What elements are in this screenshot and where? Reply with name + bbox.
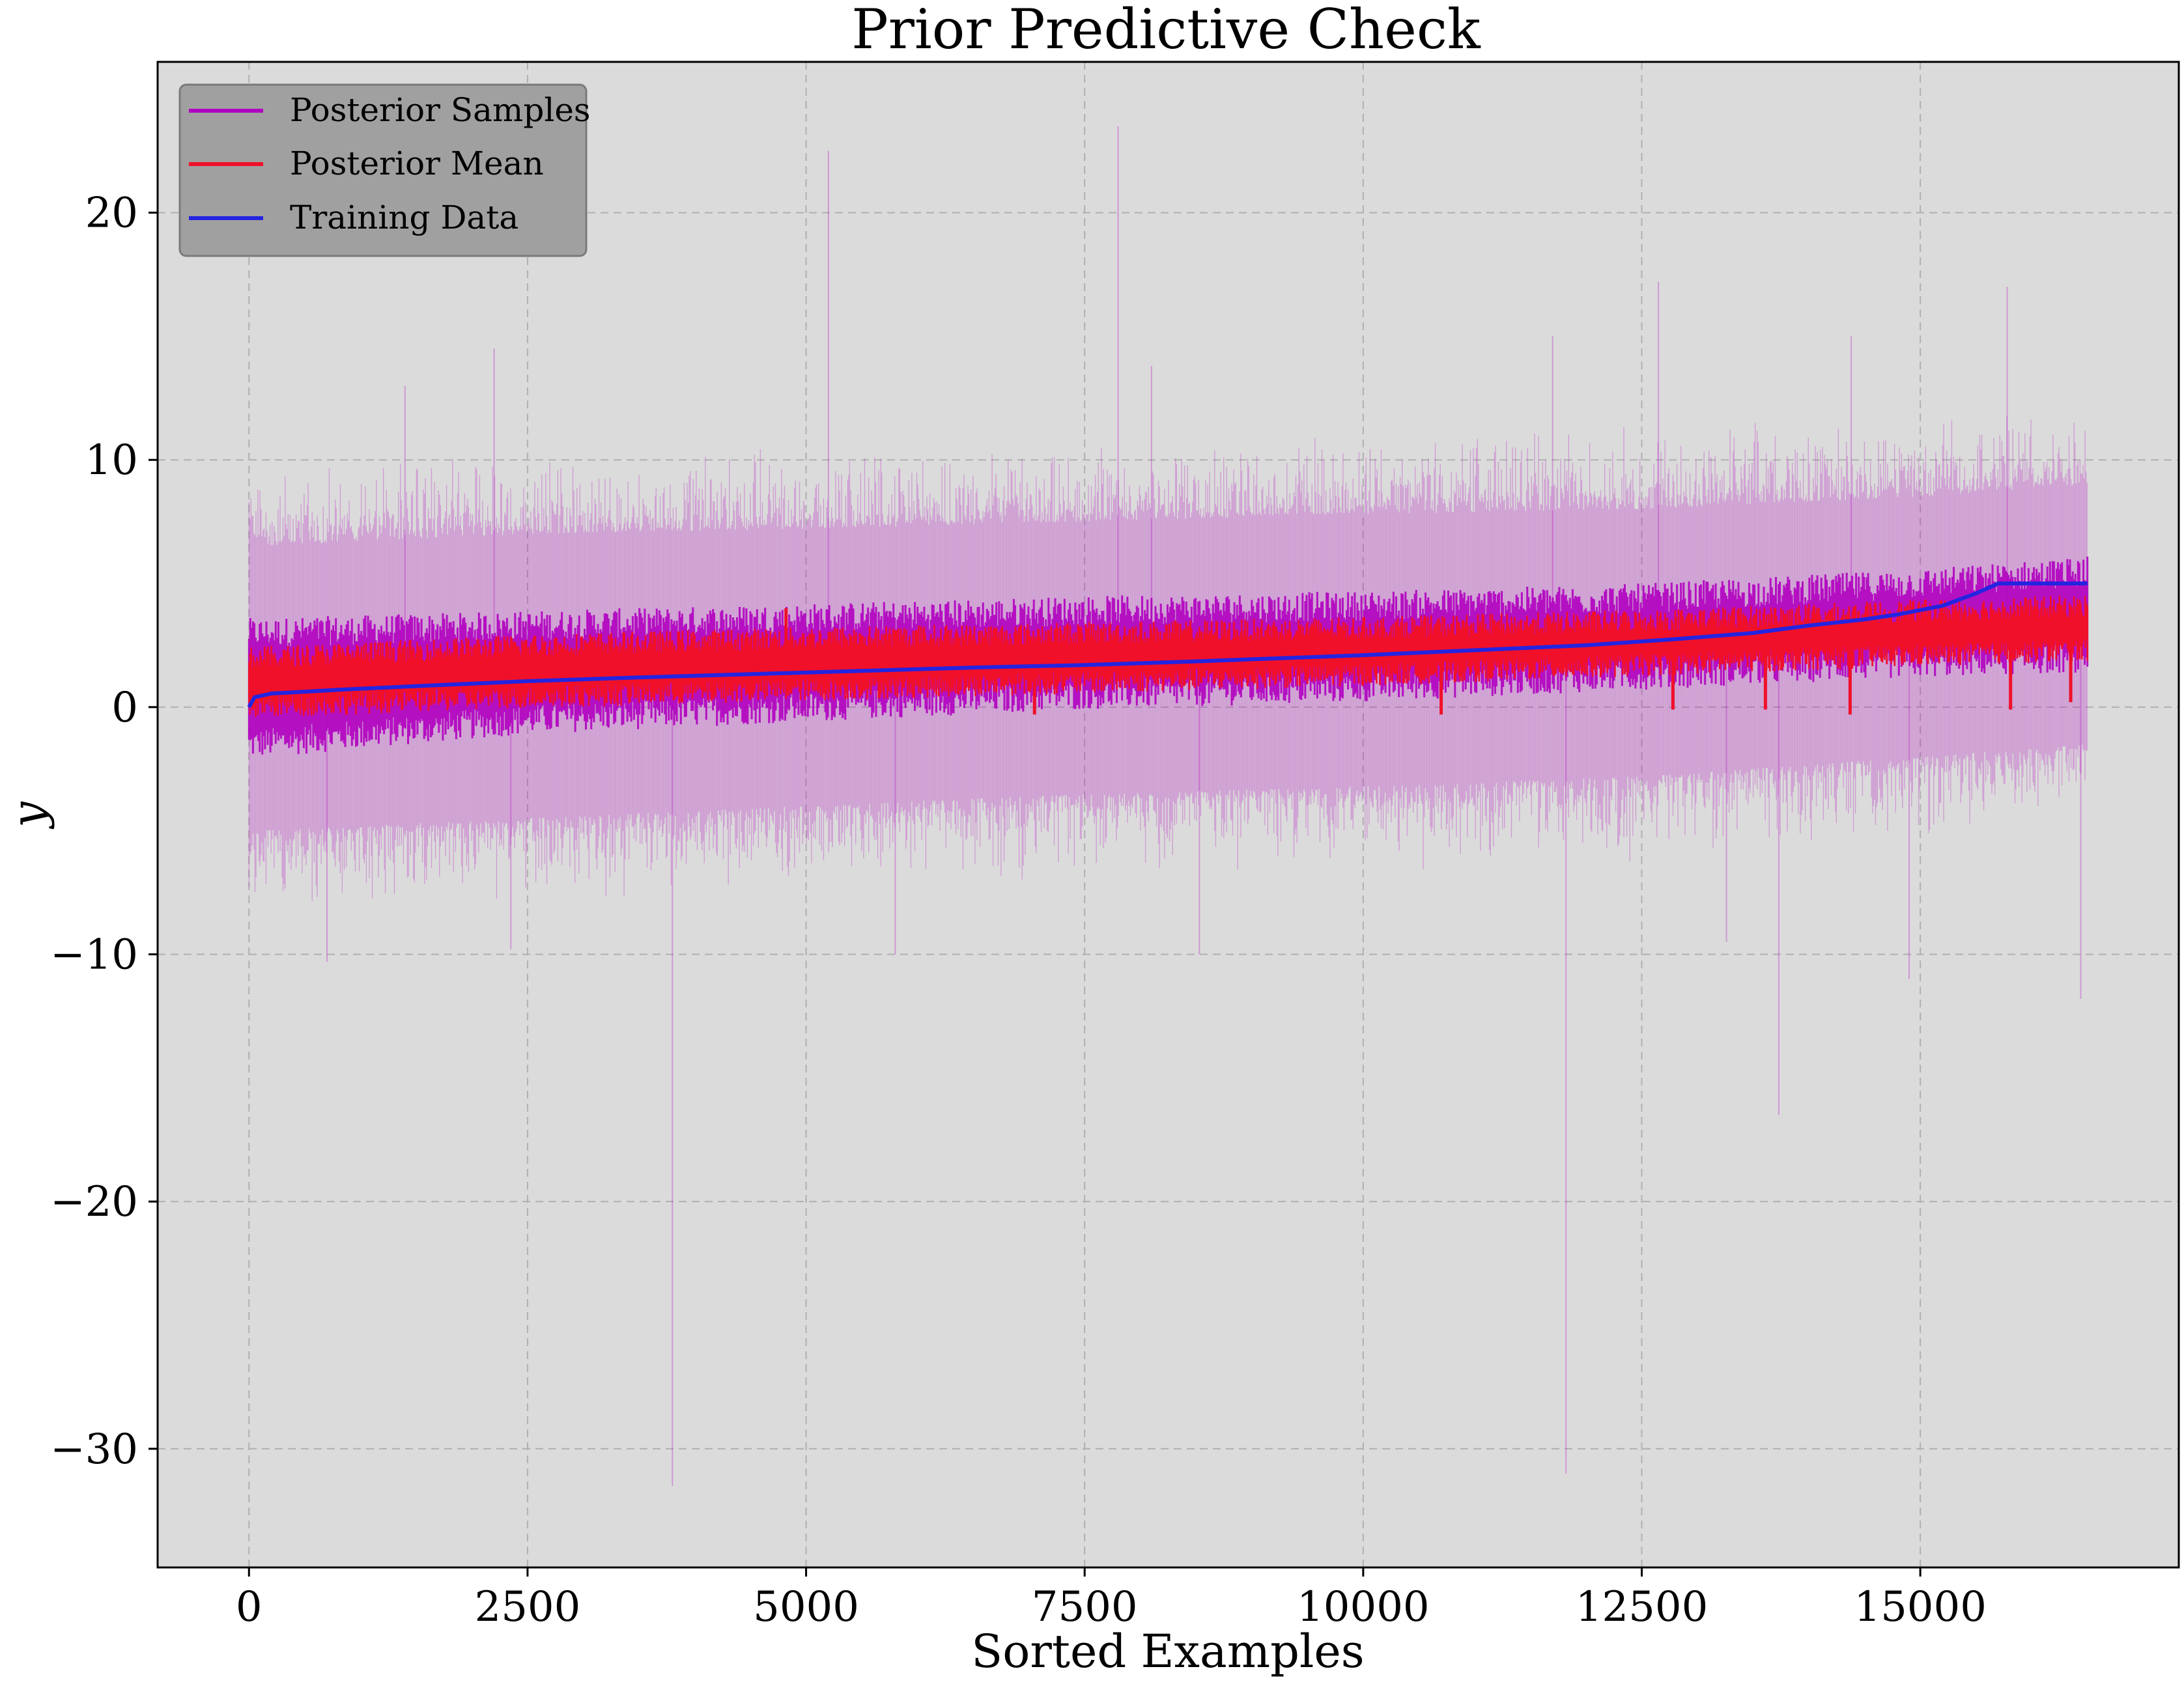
x-tick-label: 10000 [1297, 1583, 1430, 1631]
y-tick-label: 0 [111, 684, 138, 732]
y-tick-label: −20 [50, 1178, 138, 1226]
x-tick-label: 12500 [1576, 1583, 1709, 1631]
x-axis-label: Sorted Examples [971, 1625, 1364, 1678]
grid-lines [158, 62, 2179, 1567]
ticks: 0 2500 5000 7500 10000 12500 15000 −30 −20 −10 0 10… [50, 189, 1987, 1631]
legend-label-samples: Posterior Samples [290, 91, 591, 129]
y-tick-label: −10 [50, 931, 138, 979]
y-tick-label: 10 [85, 436, 138, 484]
y-tick-label: 20 [85, 189, 138, 238]
training-data-line [247, 582, 2088, 709]
x-tick-label: 5000 [753, 1583, 859, 1631]
legend-label-mean: Posterior Mean [290, 145, 544, 182]
x-tick-label: 2500 [474, 1583, 580, 1631]
chart-title: Prior Predictive Check [851, 0, 1481, 61]
data-layer [247, 126, 2089, 1486]
y-tick-label: −30 [50, 1425, 138, 1474]
x-tick-label: 15000 [1854, 1583, 1987, 1631]
x-tick-label: 7500 [1032, 1583, 1138, 1631]
legend: Posterior Samples Posterior Mean Trainin… [178, 83, 591, 257]
plot-frame [156, 61, 2180, 1569]
x-tick-label: 0 [236, 1583, 262, 1631]
legend-label-training: Training Data [290, 199, 518, 236]
plot-area [158, 62, 2179, 1567]
legend-box [178, 83, 588, 257]
y-axis-label: y [2, 801, 55, 830]
